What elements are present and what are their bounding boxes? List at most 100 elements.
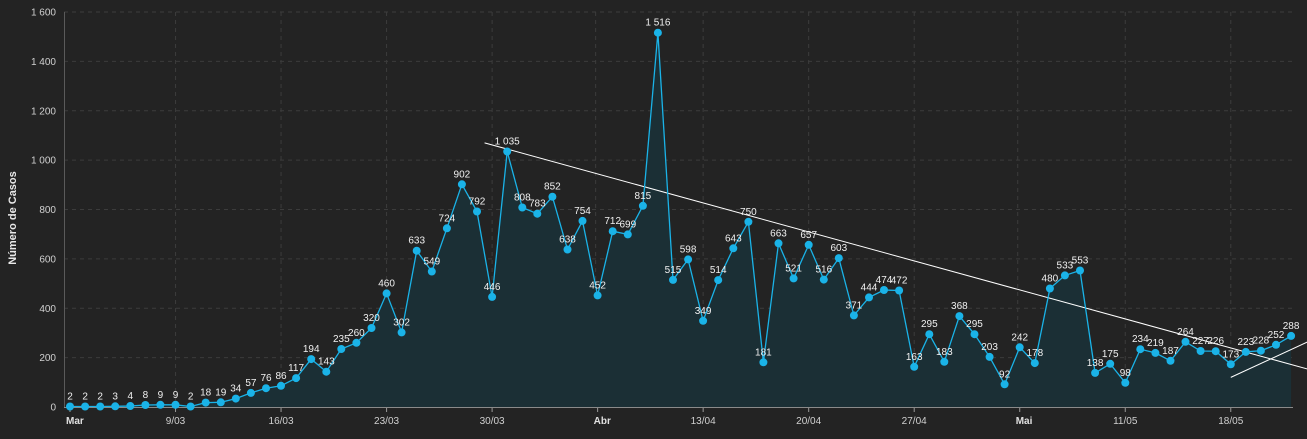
data-label: 792 [469, 197, 486, 208]
data-point[interactable] [488, 292, 497, 301]
x-tick-label: 30/03 [480, 416, 505, 427]
data-label: 514 [710, 265, 727, 276]
data-point[interactable] [1045, 284, 1054, 293]
data-point[interactable] [849, 311, 858, 320]
data-point[interactable] [1076, 266, 1084, 275]
data-point[interactable] [699, 316, 708, 325]
data-point[interactable] [503, 147, 512, 156]
data-label: 19 [215, 387, 227, 398]
data-point[interactable] [156, 400, 165, 409]
data-point[interactable] [759, 358, 768, 367]
data-point[interactable] [1272, 340, 1280, 349]
data-point[interactable] [895, 286, 904, 295]
data-label: 76 [260, 373, 272, 384]
data-point[interactable] [216, 398, 225, 407]
data-point[interactable] [1136, 345, 1145, 354]
data-point[interactable] [1060, 271, 1069, 280]
data-point[interactable] [457, 180, 466, 189]
data-point[interactable] [231, 394, 240, 403]
data-point[interactable] [1151, 348, 1160, 357]
data-point[interactable] [910, 362, 919, 371]
data-point[interactable] [1287, 331, 1296, 340]
data-label: 178 [1026, 348, 1043, 359]
data-point[interactable] [819, 275, 828, 284]
data-label: 252 [1268, 330, 1285, 341]
data-label: 553 [1072, 256, 1089, 267]
data-point[interactable] [1166, 356, 1175, 365]
data-point[interactable] [382, 289, 391, 298]
data-point[interactable] [246, 388, 255, 397]
data-label: 194 [303, 344, 320, 355]
data-point[interactable] [1106, 359, 1115, 368]
data-point[interactable] [1256, 346, 1265, 355]
data-point[interactable] [111, 402, 120, 411]
data-point[interactable] [1030, 359, 1039, 368]
data-point[interactable] [578, 216, 587, 225]
data-label: 57 [245, 378, 257, 389]
data-point[interactable] [729, 244, 738, 253]
data-point[interactable] [804, 240, 813, 249]
area-fill [70, 32, 1292, 407]
data-point[interactable] [985, 352, 994, 361]
data-point[interactable] [563, 245, 572, 254]
data-point[interactable] [352, 338, 361, 347]
data-label: 138 [1087, 358, 1104, 369]
data-point[interactable] [593, 291, 602, 300]
data-point[interactable] [427, 267, 436, 276]
data-point[interactable] [774, 239, 783, 248]
data-point[interactable] [1181, 337, 1190, 346]
data-point[interactable] [141, 401, 150, 409]
data-point[interactable] [834, 254, 843, 263]
data-point[interactable] [744, 217, 753, 226]
y-tick-label: 800 [39, 205, 56, 216]
data-point[interactable] [623, 230, 632, 239]
data-point[interactable] [1211, 347, 1220, 356]
data-point[interactable] [638, 201, 647, 210]
data-point[interactable] [865, 293, 873, 302]
data-point[interactable] [955, 312, 964, 321]
data-point[interactable] [126, 402, 135, 410]
data-point[interactable] [171, 400, 180, 409]
data-point[interactable] [96, 402, 105, 411]
data-point[interactable] [66, 402, 74, 411]
x-tick-label: 11/05 [1113, 416, 1138, 427]
data-label: 783 [529, 199, 546, 210]
trendline [484, 142, 1307, 370]
data-point[interactable] [337, 345, 346, 353]
data-point[interactable] [880, 286, 888, 294]
data-point[interactable] [277, 381, 285, 390]
data-point[interactable] [1121, 378, 1130, 387]
data-point[interactable] [1196, 347, 1205, 355]
data-point[interactable] [307, 355, 316, 364]
data-point[interactable] [608, 227, 617, 236]
data-point[interactable] [1091, 368, 1100, 377]
data-point[interactable] [81, 402, 90, 411]
data-point[interactable] [1015, 343, 1024, 352]
data-point[interactable] [970, 330, 979, 339]
data-point[interactable] [925, 330, 934, 339]
data-point[interactable] [548, 192, 557, 201]
y-axis-label: Número de Casos [7, 171, 19, 265]
data-point[interactable] [684, 255, 693, 264]
data-point[interactable] [714, 276, 723, 285]
data-point[interactable] [367, 324, 376, 332]
data-point[interactable] [322, 367, 331, 376]
data-point[interactable] [940, 357, 949, 366]
data-point[interactable] [412, 246, 421, 255]
data-point[interactable] [186, 402, 195, 411]
data-point[interactable] [518, 203, 527, 212]
data-point[interactable] [473, 207, 481, 216]
data-point[interactable] [1000, 380, 1009, 389]
data-point[interactable] [292, 374, 301, 383]
data-point[interactable] [262, 384, 270, 393]
data-point[interactable] [397, 328, 406, 337]
data-point[interactable] [201, 398, 210, 407]
data-point[interactable] [1226, 360, 1235, 369]
data-point[interactable] [442, 224, 451, 233]
data-point[interactable] [789, 274, 798, 283]
data-point[interactable] [1241, 347, 1250, 356]
data-point[interactable] [669, 275, 677, 284]
data-point[interactable] [653, 28, 662, 37]
data-point[interactable] [533, 209, 542, 218]
